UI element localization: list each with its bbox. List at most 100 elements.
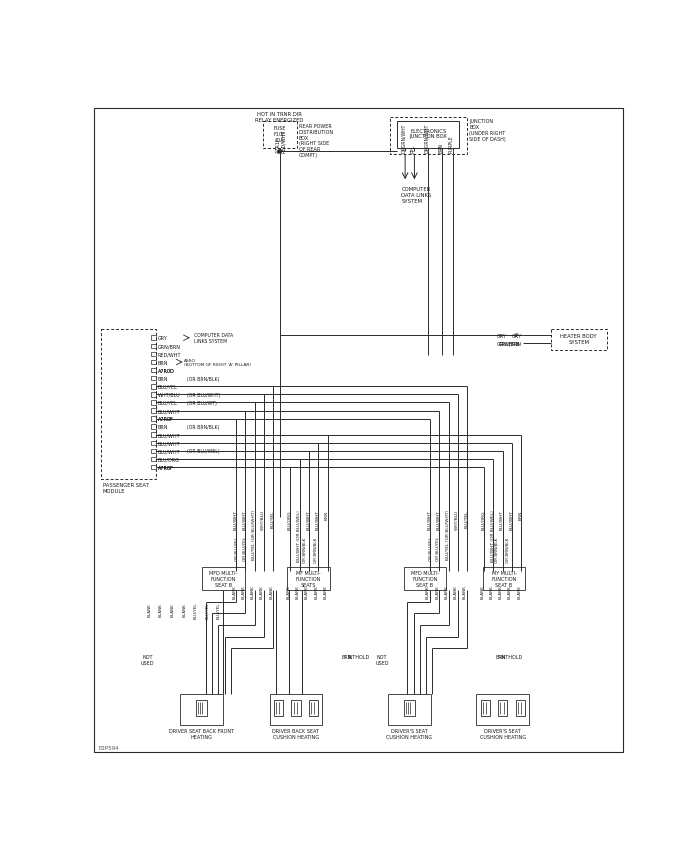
Text: BLU/WHT: BLU/WHT [510,509,513,530]
Text: BLANK: BLANK [445,584,449,598]
Text: BLU/WHT: BLU/WHT [158,449,180,454]
Bar [291,700,301,716]
Bar [151,465,156,469]
Text: PURPLE: PURPLE [449,135,454,153]
Text: OR BLU/YEL: OR BLU/YEL [428,537,433,561]
Text: GRY: GRY [496,334,507,339]
Text: BLU/WHT (OR BLU/WEL): BLU/WHT (OR BLU/WEL) [491,509,495,561]
Text: PASSENGER SEAT
MODULE: PASSENGER SEAT MODULE [103,482,149,493]
Text: (OR BRN/BLK): (OR BRN/BLK) [187,377,219,381]
Text: BRN: BRN [325,509,329,519]
Text: DRIVER BACK SEAT
CUSHION HEATING: DRIVER BACK SEAT CUSHION HEATING [273,728,319,739]
Text: BLANK: BLANK [324,584,328,598]
Bar [482,567,525,590]
Text: BLU/YEL: BLU/YEL [194,602,198,619]
Bar [151,409,156,413]
Text: OR BRN/BLK: OR BRN/BLK [303,537,307,562]
Text: COMPUTER
DATA LINKS
SYSTEM: COMPUTER DATA LINKS SYSTEM [401,187,431,204]
Bar [309,700,318,716]
Text: OR BRN/BLK: OR BRN/BLK [496,537,499,562]
Text: RELAY ENERGIZED: RELAY ENERGIZED [255,118,304,123]
Text: OR BRN/BLK: OR BRN/BLK [314,537,318,562]
Bar [389,118,467,154]
Text: BLU/YEL: BLU/YEL [464,509,468,527]
Text: BLU/WHT: BLU/WHT [158,433,180,438]
Text: BLANK: BLANK [517,584,521,598]
Text: HEATER BODY
SYSTEM: HEATER BODY SYSTEM [561,334,597,344]
Text: INTHOLD: INTHOLD [501,654,523,659]
Text: JUNCTION
BOX
(UNDER RIGHT
SIDE OF DASH): JUNCTION BOX (UNDER RIGHT SIDE OF DASH) [470,119,506,141]
Text: A7R0F: A7R0F [158,465,173,470]
Text: BRN: BRN [438,143,443,153]
Bar [151,377,156,381]
Text: BRN: BRN [495,654,505,659]
Bar [151,425,156,429]
Text: (OR BRN/BLK): (OR BRN/BLK) [187,424,219,429]
Text: MF MULTI-
FUNCTION
SEATS: MF MULTI- FUNCTION SEATS [296,571,322,587]
Text: BLU/WHT: BLU/WHT [427,509,431,530]
Text: BRN: BRN [158,424,168,429]
Text: PPL: PPL [410,145,415,153]
Bar [202,567,245,590]
Text: BLU/WHT: BLU/WHT [243,509,247,530]
Circle shape [278,151,281,153]
Text: BLANK: BLANK [171,603,175,617]
Bar [151,441,156,446]
Text: COMPUTER DATA
LINKS SYSTEM: COMPUTER DATA LINKS SYSTEM [194,333,233,343]
Text: GRY: GRY [158,336,168,341]
Text: BLANK: BLANK [305,584,309,598]
Text: BLU/ORG: BLU/ORG [482,509,485,529]
Text: GRN/BRN: GRN/BRN [498,342,521,347]
Text: GRN/BRN: GRN/BRN [158,344,181,349]
Text: BLU/YEL: BLU/YEL [206,602,210,619]
Bar [477,694,529,725]
Text: NOT
USED: NOT USED [375,654,389,665]
Bar [551,329,607,351]
Text: OR BRN/BLK: OR BRN/BLK [506,537,510,562]
Text: (OR BLU/WHT): (OR BLU/WHT) [187,393,220,397]
Text: BLU/ORG: BLU/ORG [288,509,291,529]
Text: BLANK: BLANK [287,584,290,598]
Text: OR BLU/YEL: OR BLU/YEL [243,537,247,561]
Text: BLU/YEL (OR BLU/WHT): BLU/YEL (OR BLU/WHT) [446,509,449,560]
Text: HOT IN TRNR DIR: HOT IN TRNR DIR [257,112,302,118]
Text: (OR BLU/WT): (OR BLU/WT) [187,400,217,406]
Text: WHT/BLU: WHT/BLU [261,509,266,530]
Text: BLANK: BLANK [241,584,245,598]
Bar [180,694,223,725]
Text: BLANK: BLANK [251,584,254,598]
Text: RED/WHT: RED/WHT [158,352,182,357]
Text: BLU/WHT: BLU/WHT [500,509,504,530]
Text: BRN: BRN [519,509,523,519]
Text: BLANK: BLANK [508,584,512,598]
Text: A7R0F: A7R0F [158,417,173,422]
Bar [270,694,322,725]
Text: 8: 8 [515,342,518,346]
Bar [151,449,156,454]
Text: BLU/WHT: BLU/WHT [436,509,440,530]
Text: BLU/YEL: BLU/YEL [217,602,221,619]
Text: BLU/WHT: BLU/WHT [233,509,238,530]
Text: GRY: GRY [512,334,521,339]
Bar [287,567,330,590]
Text: BLANK: BLANK [499,584,503,598]
Text: NOT
USED: NOT USED [141,654,154,665]
Bar [151,400,156,406]
Text: BLU/YEL: BLU/YEL [158,400,178,406]
Text: OR BLU/YEL: OR BLU/YEL [436,537,440,561]
Text: BLANK: BLANK [315,584,318,598]
Bar [151,384,156,389]
Text: BLU/YEL: BLU/YEL [158,384,178,389]
Text: BLU/WHT (OR BLU/WEL): BLU/WHT (OR BLU/WEL) [297,509,301,561]
Text: ASSO
(BOTTOM OF RIGHT 'A' PILLAR): ASSO (BOTTOM OF RIGHT 'A' PILLAR) [185,359,251,367]
Text: REAR POWER
DISTRIBUTION
BOX
(RIGHT SIDE
OF REAR
COMPT): REAR POWER DISTRIBUTION BOX (RIGHT SIDE … [299,124,334,158]
Text: DRIVER'S SEAT
CUSHION HEATING: DRIVER'S SEAT CUSHION HEATING [387,728,433,739]
Text: MFD MULTI-
FUNCTION
SEAT B: MFD MULTI- FUNCTION SEAT B [209,571,238,587]
Text: ELECTRONICS
JUNCTION BOX: ELECTRONICS JUNCTION BOX [410,129,447,139]
Bar [516,700,525,716]
Text: OR BLU/YEL: OR BLU/YEL [235,537,239,561]
Text: BLANK: BLANK [260,584,264,598]
Text: INTHOLD: INTHOLD [347,654,370,659]
Bar [263,122,296,148]
Text: A7R1F: A7R1F [276,137,281,153]
